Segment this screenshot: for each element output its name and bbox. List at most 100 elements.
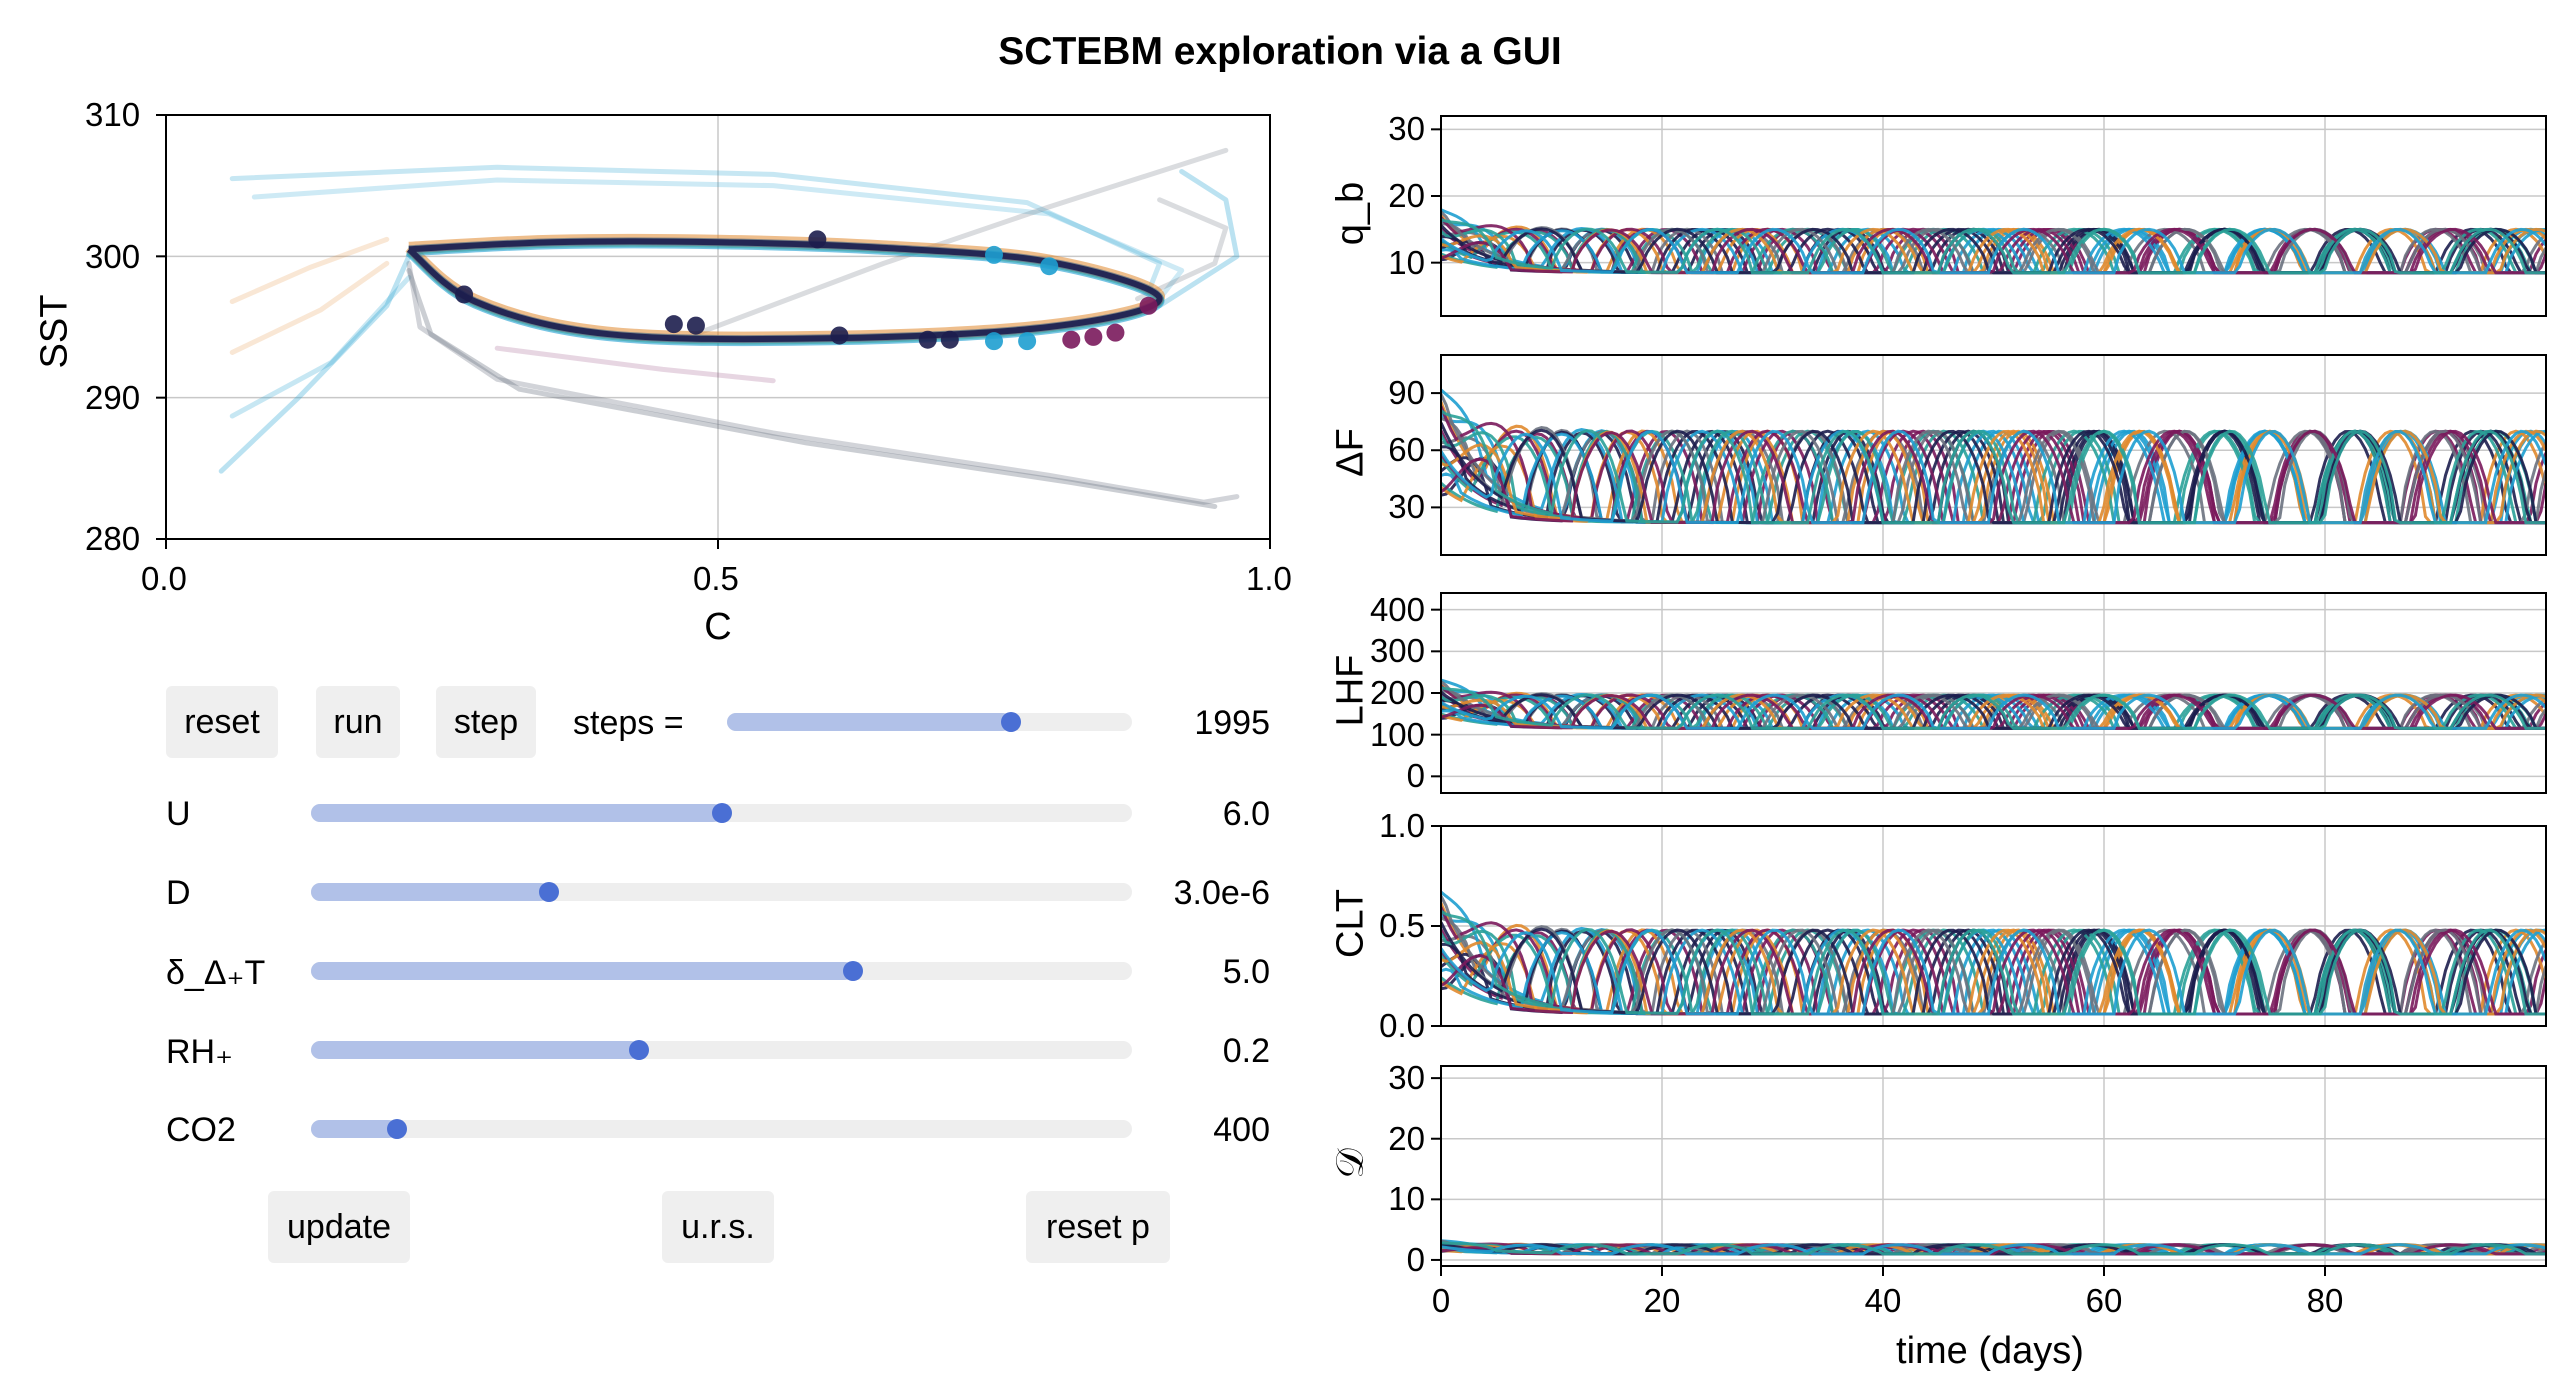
phase-transient-line bbox=[406, 260, 1240, 505]
param-slider-fill bbox=[311, 883, 550, 901]
timeseries-xlabel: time (days) bbox=[1896, 1330, 2084, 1372]
ts-ylabel: CLT bbox=[1329, 889, 1372, 958]
ts-ylabel: 𝒟 bbox=[1329, 1148, 1372, 1179]
run-button[interactable]: run bbox=[316, 686, 400, 758]
phase-state-marker bbox=[1106, 323, 1125, 342]
param-slider-knob[interactable] bbox=[842, 961, 863, 981]
ts-ytick-label: 1.0 bbox=[1379, 807, 1425, 844]
reset-p-button[interactable]: reset p bbox=[1026, 1191, 1170, 1263]
param-label: D bbox=[166, 874, 191, 912]
phase-transient-line bbox=[406, 267, 1218, 509]
reset-button[interactable]: reset bbox=[166, 686, 278, 758]
phase-state-marker bbox=[1084, 327, 1103, 346]
phase-xtick: 0.5 bbox=[693, 560, 739, 597]
phase-transient-line bbox=[251, 177, 1185, 302]
phase-state-marker bbox=[985, 245, 1003, 264]
phase-state-marker bbox=[686, 316, 705, 335]
steps-slider-fill bbox=[727, 713, 1011, 731]
ts-ytick-label: 20 bbox=[1388, 177, 1425, 214]
ts-trace-line bbox=[1441, 227, 2546, 275]
ts-ytick-label: 10 bbox=[1388, 243, 1425, 281]
phase-state-marker bbox=[1018, 332, 1037, 351]
timeseries-panel[interactable] bbox=[1431, 825, 2547, 1027]
ts-ytick-label: 30 bbox=[1388, 110, 1425, 148]
phase-state-marker bbox=[830, 326, 849, 345]
ts-ytick-label: 30 bbox=[1388, 1059, 1425, 1097]
ts-xtick-label: 20 bbox=[1643, 1282, 1681, 1319]
ts-ytick-label: 90 bbox=[1388, 374, 1425, 412]
urs-button[interactable]: u.r.s. bbox=[662, 1191, 774, 1263]
phase-transient-line bbox=[1157, 169, 1240, 309]
param-slider-fill bbox=[311, 1120, 398, 1138]
ts-ylabel: ΔF bbox=[1329, 428, 1372, 477]
timeseries-panel[interactable] bbox=[1431, 115, 2547, 317]
phase-state-marker bbox=[1062, 330, 1081, 349]
figure-title: SCTEBM exploration via a GUI bbox=[998, 30, 1562, 73]
phase-transient-line bbox=[218, 253, 412, 474]
timeseries-panel[interactable] bbox=[1431, 1065, 2547, 1276]
ts-trace-line bbox=[1441, 429, 2546, 525]
ts-trace-line bbox=[1441, 909, 2546, 1016]
ts-xtick-label: 40 bbox=[1864, 1282, 1902, 1319]
param-slider-knob[interactable] bbox=[629, 1040, 650, 1060]
ts-frame bbox=[1440, 1065, 2547, 1267]
ts-ylabel: LHF bbox=[1329, 654, 1372, 727]
param-slider[interactable] bbox=[311, 803, 1132, 823]
param-slider[interactable] bbox=[311, 882, 1132, 902]
ts-ytick-label: 300 bbox=[1369, 632, 1425, 670]
phase-ytick: 310 bbox=[85, 96, 141, 133]
ts-frame bbox=[1440, 354, 2547, 556]
steps-slider-knob[interactable] bbox=[1000, 712, 1021, 732]
param-slider-fill bbox=[311, 1041, 640, 1059]
param-value: 5.0 bbox=[1222, 953, 1270, 991]
phase-transient-line bbox=[693, 147, 1229, 337]
param-slider[interactable] bbox=[311, 1040, 1132, 1060]
phase-transient-line bbox=[229, 275, 412, 419]
ts-frame bbox=[1440, 115, 2547, 317]
ts-ytick-label: 200 bbox=[1369, 674, 1425, 711]
phase-ytick: 300 bbox=[85, 238, 141, 275]
ts-ytick-label: 400 bbox=[1369, 590, 1425, 628]
phase-state-marker bbox=[918, 330, 937, 349]
phase-state-marker bbox=[1040, 257, 1059, 276]
param-slider-fill bbox=[311, 804, 722, 822]
phase-transient-line bbox=[229, 164, 1163, 295]
phase-plot[interactable] bbox=[156, 114, 1271, 549]
step-button[interactable]: step bbox=[436, 686, 536, 758]
param-slider-knob[interactable] bbox=[711, 803, 732, 823]
timeseries-panel[interactable] bbox=[1431, 592, 2547, 794]
steps-slider[interactable] bbox=[727, 712, 1132, 732]
ts-ylabel: q_b bbox=[1329, 181, 1372, 246]
phase-ylabel: SST bbox=[33, 294, 76, 369]
param-slider-knob[interactable] bbox=[539, 882, 560, 902]
ts-trace-line bbox=[1441, 928, 2546, 1016]
ts-ytick-label: 10 bbox=[1388, 1180, 1425, 1218]
param-slider-fill bbox=[311, 962, 853, 980]
param-slider[interactable] bbox=[311, 1119, 1132, 1139]
param-value: 3.0e-6 bbox=[1173, 874, 1270, 912]
ts-xtick-label: 0 bbox=[1431, 1282, 1451, 1319]
phase-transient-line bbox=[1135, 197, 1229, 302]
param-label: U bbox=[166, 795, 191, 833]
phase-state-marker bbox=[985, 332, 1003, 351]
phase-state-marker bbox=[1139, 296, 1158, 315]
param-slider-knob[interactable] bbox=[387, 1119, 408, 1139]
phase-xtick: 0.0 bbox=[141, 560, 187, 597]
phase-ytick: 280 bbox=[85, 520, 141, 557]
ts-trace-line bbox=[1441, 218, 2546, 275]
timeseries-panel[interactable] bbox=[1431, 354, 2547, 556]
phase-xtick: 1.0 bbox=[1246, 560, 1292, 597]
param-label: CO2 bbox=[166, 1111, 236, 1149]
phase-transient-line bbox=[229, 260, 390, 355]
phase-state-marker bbox=[455, 285, 474, 304]
phase-xlabel: C bbox=[704, 606, 732, 648]
ts-trace-line bbox=[1441, 928, 2546, 1016]
phase-cycle-line bbox=[406, 238, 1163, 343]
param-slider[interactable] bbox=[311, 961, 1132, 981]
steps-value: 1995 bbox=[1194, 704, 1270, 742]
ts-ytick-label: 60 bbox=[1388, 431, 1425, 469]
phase-transient-line bbox=[494, 345, 776, 384]
ts-trace-line bbox=[1441, 1241, 2546, 1256]
ts-trace-line bbox=[1441, 429, 2546, 525]
update-button[interactable]: update bbox=[268, 1191, 410, 1263]
